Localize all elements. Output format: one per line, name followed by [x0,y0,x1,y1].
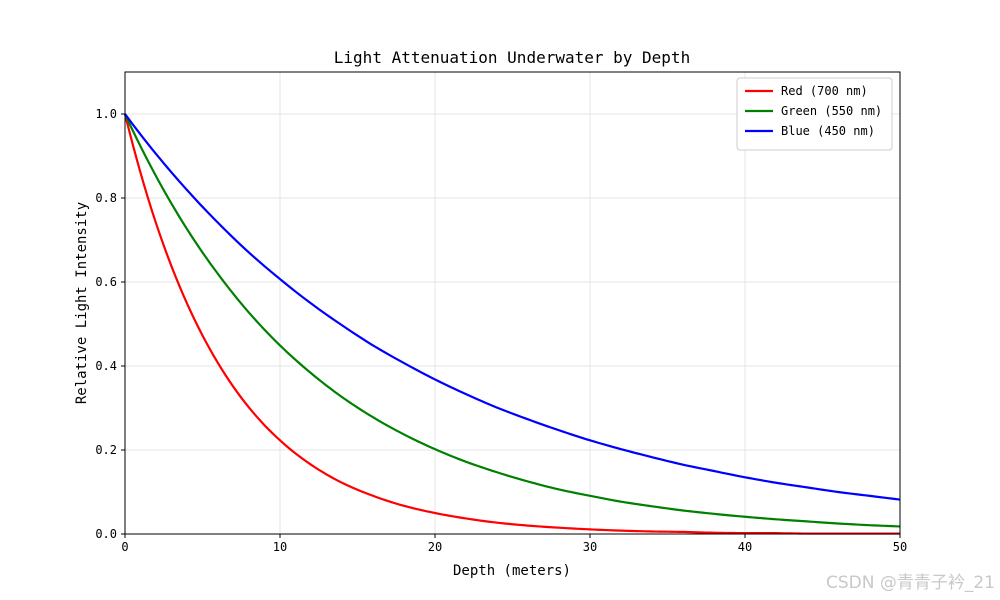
y-tick-label: 0.0 [95,527,117,541]
legend-label: Green (550 nm) [781,104,882,118]
y-tick-label: 1.0 [95,107,117,121]
y-axis-label: Relative Light Intensity [74,202,90,404]
legend: Red (700 nm) Green (550 nm) Blue (450 nm) [736,77,893,151]
x-tick-label: 10 [273,540,287,554]
legend-label: Blue (450 nm) [781,124,875,138]
x-tick-label: 40 [738,540,752,554]
series-line-0 [123,113,900,535]
x-tick-label: 0 [121,540,128,554]
y-tick-label: 0.4 [95,359,117,373]
y-tick-label: 0.2 [95,443,117,457]
plot-frame [124,71,901,535]
x-tick-label: 50 [893,540,907,554]
watermark: CSDN @青青子衿_21 [826,573,995,593]
x-tick-label: 20 [428,540,442,554]
x-axis-label: Depth (meters) [453,563,571,579]
series-lines [123,113,901,535]
legend-label: Red (700 nm) [781,84,868,98]
x-tick-label: 30 [583,540,597,554]
chart-title: Light Attenuation Underwater by Depth [334,48,690,67]
y-tick-label: 0.6 [95,275,117,289]
series-line-1 [124,113,901,528]
series-line-2 [124,113,901,501]
legend-box [736,77,893,151]
axis-ticks: 0 10 20 30 40 50 0.0 0.2 0.4 0.6 0.8 1.0 [95,107,907,554]
y-tick-label: 0.8 [95,191,117,205]
